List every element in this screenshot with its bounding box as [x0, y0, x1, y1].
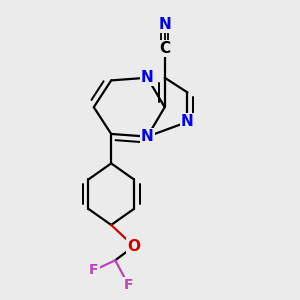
Text: N: N — [181, 114, 194, 129]
Text: N: N — [141, 129, 154, 144]
Text: C: C — [159, 41, 170, 56]
Text: N: N — [158, 17, 171, 32]
Text: F: F — [124, 278, 133, 292]
Text: O: O — [128, 239, 140, 254]
Text: F: F — [89, 263, 98, 278]
Text: N: N — [141, 70, 154, 85]
